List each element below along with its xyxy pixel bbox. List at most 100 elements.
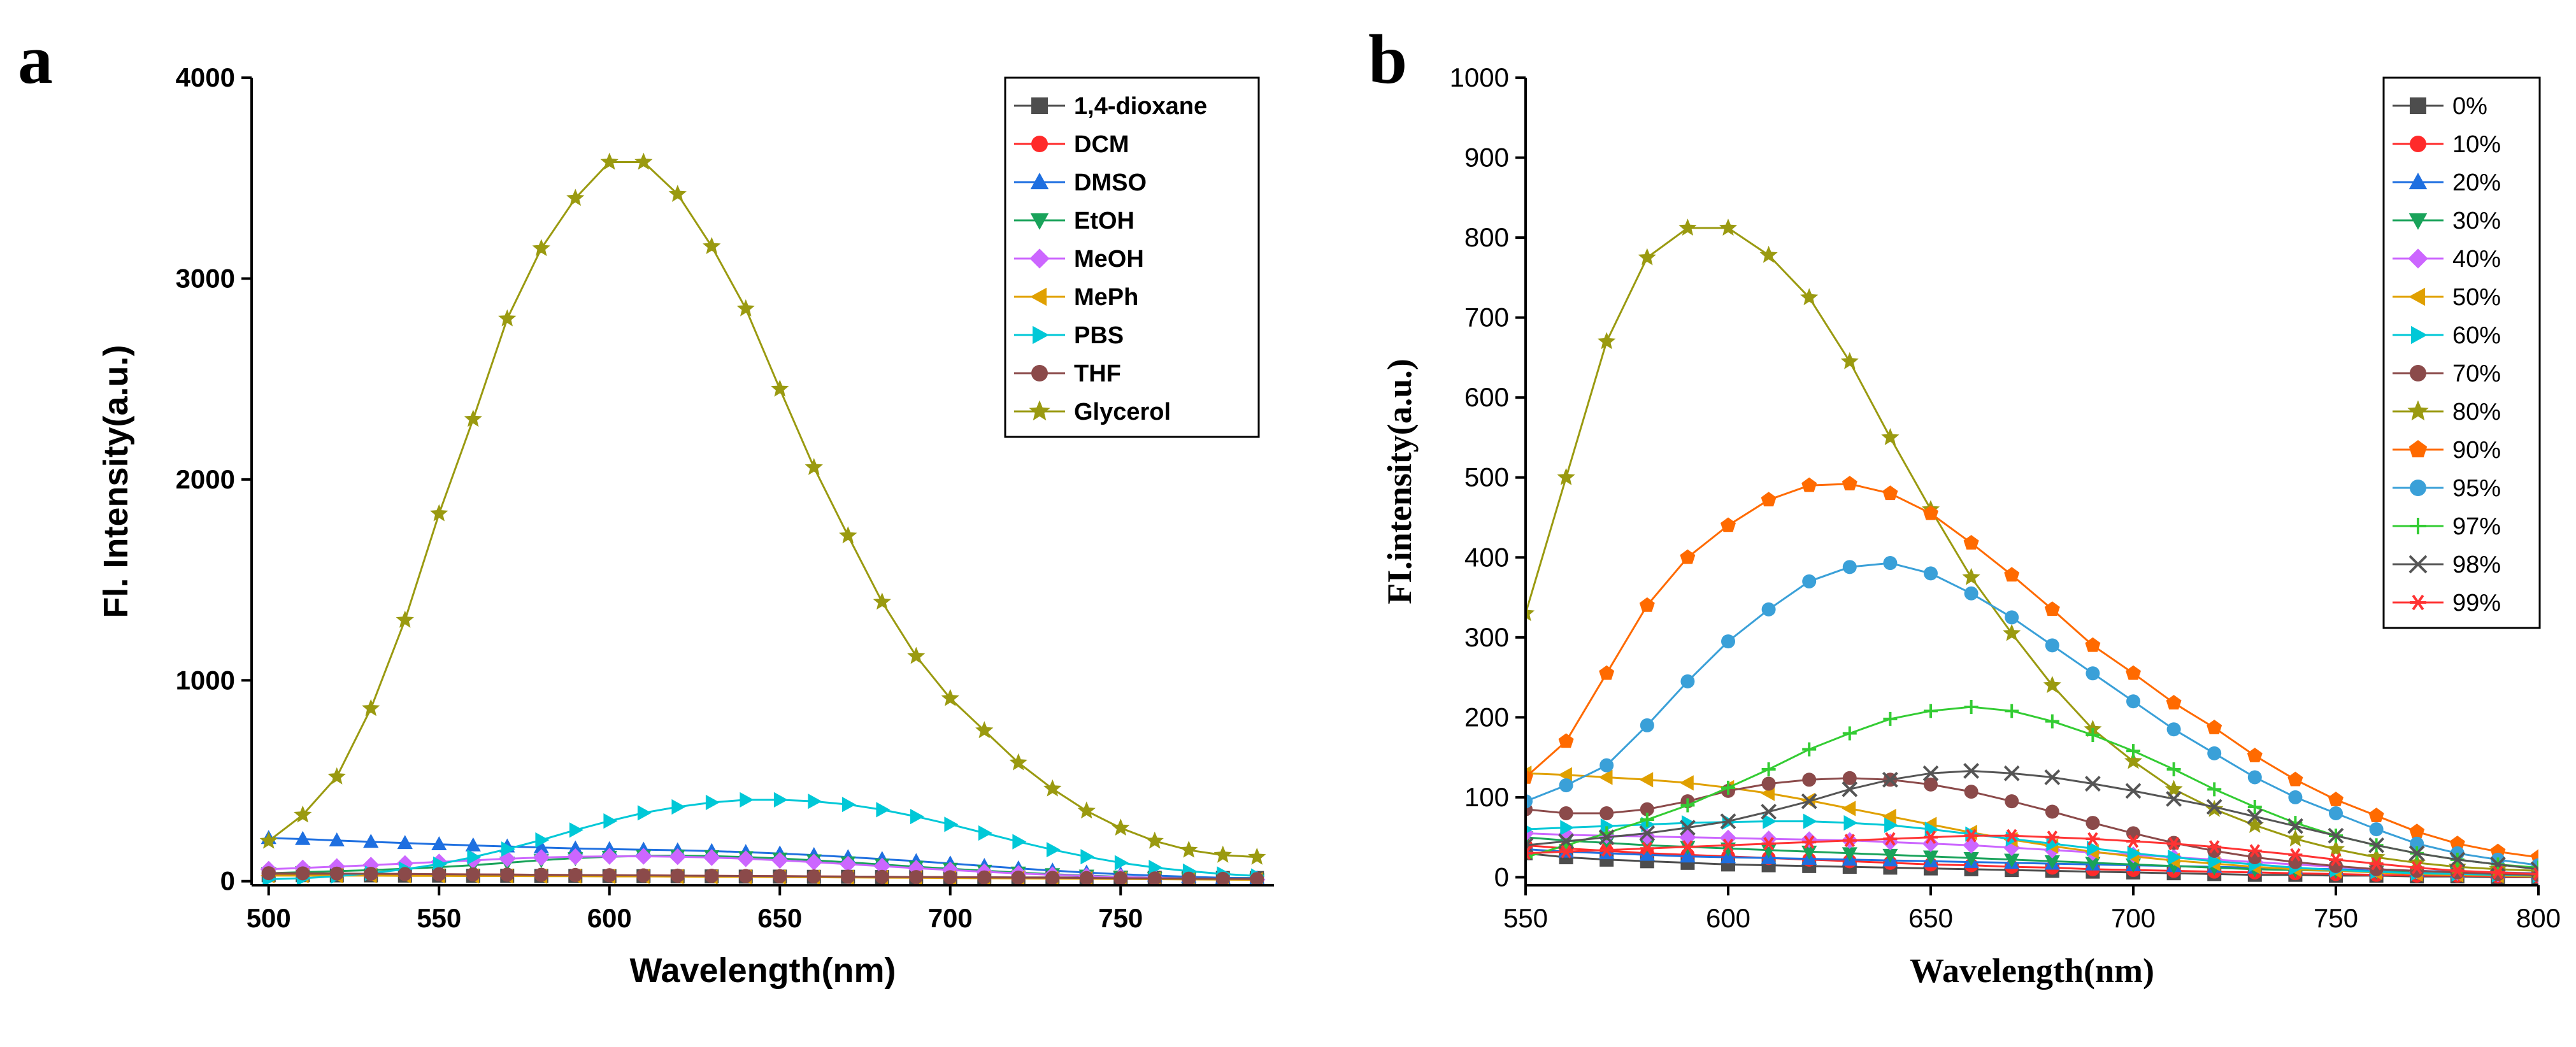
data-point (1963, 535, 1979, 550)
legend-label: DCM (1074, 131, 1129, 158)
data-point (1801, 845, 1817, 860)
legend-item-80: 80% (2393, 399, 2501, 425)
data-point (600, 152, 619, 170)
data-point (1883, 556, 1898, 571)
legend-marker (2410, 518, 2426, 534)
data-point (1526, 825, 1534, 834)
data-point (875, 869, 889, 884)
data-point (740, 792, 754, 808)
data-point (941, 688, 959, 706)
data-point (703, 237, 721, 254)
x-tick-label: 550 (417, 903, 461, 933)
data-point (464, 410, 482, 427)
data-point (2367, 848, 2386, 865)
data-point (432, 867, 447, 881)
data-point (975, 721, 994, 739)
data-point (805, 458, 823, 475)
data-point (705, 869, 719, 883)
legend-label: 0% (2452, 93, 2487, 120)
data-point (1599, 665, 1615, 680)
legend-item-40: 40% (2393, 246, 2501, 273)
legend-marker (1029, 400, 1050, 421)
y-tick-label: 1000 (1450, 62, 1509, 92)
data-point (1560, 820, 1575, 836)
data-point (1680, 798, 1695, 813)
series-95 (1526, 556, 2538, 872)
data-point (1964, 785, 1979, 799)
data-point (1558, 733, 1574, 748)
data-point (362, 699, 380, 716)
data-point (1679, 775, 1694, 791)
data-point (1077, 801, 1096, 819)
data-point (1842, 476, 1857, 490)
legend-marker (2410, 594, 2426, 611)
legend-label: 10% (2452, 131, 2501, 158)
data-point (1678, 218, 1697, 236)
x-tick-label: 600 (1706, 903, 1750, 933)
data-point (771, 380, 789, 397)
data-point (839, 526, 857, 544)
data-point (1599, 806, 1614, 821)
legend-marker (1030, 213, 1049, 230)
x-tick-label: 650 (1908, 903, 1953, 933)
data-point (1045, 871, 1060, 885)
data-point (1801, 793, 1817, 809)
data-point (1761, 837, 1776, 851)
data-point (1923, 505, 1938, 520)
data-point (2086, 816, 2100, 830)
data-point (2043, 676, 2061, 694)
data-point (738, 869, 753, 883)
data-point (2206, 799, 2222, 815)
legend-label: 50% (2452, 284, 2501, 311)
legend-marker (1029, 248, 1050, 269)
x-axis-title: Wavelength(nm) (1910, 951, 2154, 990)
data-point (2125, 783, 2142, 799)
y-tick-label: 600 (1464, 382, 1509, 412)
data-point (465, 837, 481, 851)
data-point (1559, 844, 1573, 858)
data-point (2044, 855, 2060, 869)
legend-marker (2408, 440, 2428, 458)
legend-item-20: 20% (2393, 169, 2501, 196)
data-point (261, 866, 276, 881)
data-point (1882, 834, 1899, 851)
data-point (1640, 813, 1654, 827)
data-point (364, 867, 378, 881)
legend-item-60: 60% (2393, 322, 2501, 349)
y-tick-label: 4000 (176, 62, 235, 92)
data-point (2450, 864, 2465, 878)
data-point (1640, 841, 1654, 855)
legend-marker (2410, 480, 2426, 496)
x-tick-label: 700 (928, 903, 973, 933)
data-point (568, 840, 583, 855)
data-point (1640, 802, 1654, 816)
legend: 1,4-dioxane DCM DMSO EtOH MeOH MePh PBS THF Glyc… (1004, 76, 1260, 438)
data-point (840, 855, 857, 873)
data-point (1250, 872, 1264, 885)
data-point (1043, 779, 1062, 797)
data-point (1963, 763, 1980, 779)
data-point (1761, 762, 1776, 776)
data-point (1598, 332, 1616, 350)
data-point (568, 867, 583, 882)
legend-marker (1031, 97, 1048, 114)
legend-marker (2408, 213, 2428, 230)
legend-marker (1031, 365, 1048, 381)
data-point (1964, 700, 1979, 715)
data-point (2044, 601, 2060, 616)
data-point (669, 848, 686, 865)
legend-item-meph: MePh (1014, 284, 1138, 311)
data-point (1009, 753, 1027, 771)
data-point (1721, 517, 1736, 532)
series-99 (1526, 829, 2538, 881)
legend-item-30: 30% (2393, 208, 2501, 234)
legend-marker (1030, 173, 1049, 190)
data-point (637, 805, 652, 821)
data-point (1680, 674, 1695, 688)
data-point (2045, 830, 2059, 844)
data-point (876, 802, 891, 818)
data-point (533, 839, 549, 854)
data-point (2247, 844, 2262, 858)
data-point (2247, 748, 2263, 762)
data-point (1526, 769, 1533, 784)
